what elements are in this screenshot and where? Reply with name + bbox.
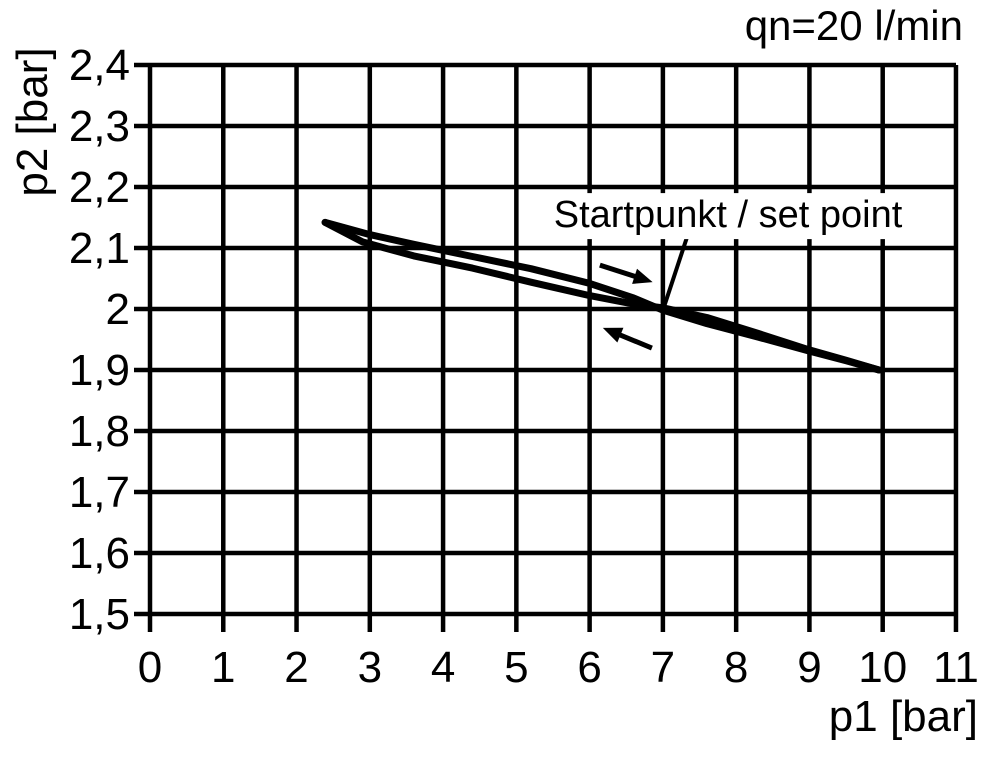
- y-tick-label-1,6: 1,6: [69, 529, 130, 578]
- x-axis-label: p1 [bar]: [828, 692, 978, 741]
- x-tick-label-2: 2: [284, 643, 308, 692]
- direction-arrow-right-head: [632, 268, 653, 284]
- hysteresis-branch-return: [321, 218, 883, 374]
- x-tick-label-3: 3: [358, 643, 382, 692]
- x-tick-label-5: 5: [504, 643, 528, 692]
- y-tick-label-2,2: 2,2: [69, 163, 130, 212]
- y-tick-label-1,8: 1,8: [69, 407, 130, 456]
- y-tick-label-2,4: 2,4: [69, 41, 130, 90]
- x-tick-label-9: 9: [797, 643, 821, 692]
- y-tick-label-1,5: 1,5: [69, 590, 130, 639]
- y-axis-label: p2 [bar]: [8, 47, 57, 197]
- y-tick-label-2,1: 2,1: [69, 224, 130, 273]
- x-tick-label-11: 11: [933, 643, 979, 692]
- y-tick-label-2: 2: [106, 285, 130, 334]
- x-tick-label-0: 0: [138, 643, 162, 692]
- x-tick-label-1: 1: [211, 643, 235, 692]
- x-tick-label-8: 8: [724, 643, 748, 692]
- chart-title: qn=20 l/min: [744, 2, 963, 49]
- direction-arrow-right-shaft: [599, 262, 640, 280]
- x-tick-label-4: 4: [431, 643, 455, 692]
- setpoint-leader-line: [660, 236, 689, 311]
- x-tick-label-10: 10: [858, 643, 907, 692]
- setpoint-annotation: Startpunkt / set point: [543, 193, 913, 239]
- x-tick-label-7: 7: [651, 643, 675, 692]
- y-tick-label-1,9: 1,9: [69, 346, 130, 395]
- direction-arrow-left-shaft: [615, 331, 653, 351]
- y-tick-label-2,3: 2,3: [69, 102, 130, 151]
- direction-arrow-left-head: [602, 327, 624, 343]
- y-tick-label-1,7: 1,7: [69, 468, 130, 517]
- x-tick-label-6: 6: [577, 643, 601, 692]
